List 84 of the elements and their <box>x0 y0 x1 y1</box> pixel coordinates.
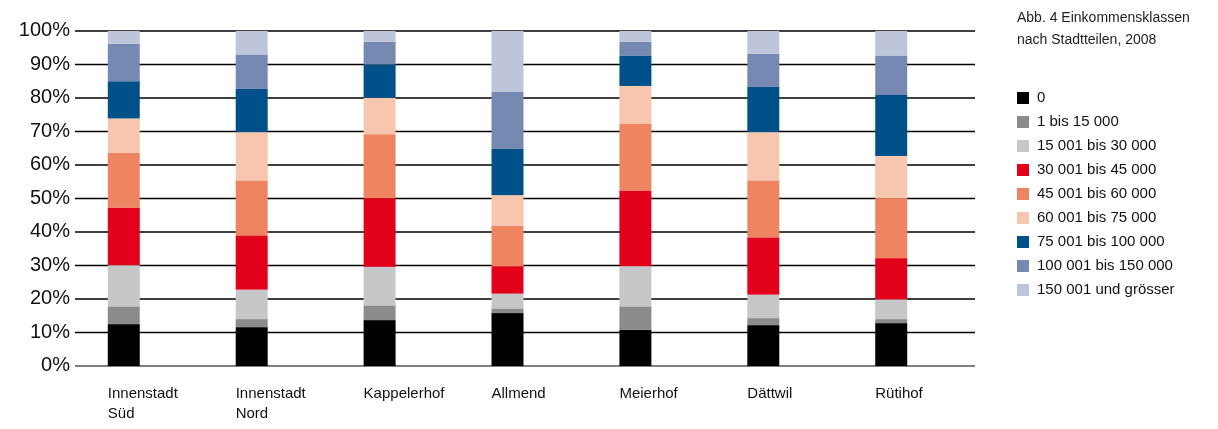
bar <box>747 31 780 54</box>
bar <box>363 64 396 98</box>
bar <box>491 293 524 309</box>
bar <box>107 31 140 44</box>
legend-label: 30 001 bis 45 000 <box>1037 159 1157 177</box>
bar <box>235 54 268 89</box>
x-tick-label: Innenstadt Süd <box>107 384 179 421</box>
bar <box>619 306 652 330</box>
bar <box>491 148 524 196</box>
bar <box>875 94 908 156</box>
x-tick-label: Rütihof <box>875 384 924 401</box>
bar <box>619 31 652 42</box>
y-tick-label: 0% <box>41 353 71 376</box>
bar <box>875 299 908 320</box>
bar <box>491 308 524 314</box>
x-tick-label: Kappelerhof <box>363 384 446 401</box>
legend-label: 45 001 bis 60 000 <box>1037 183 1157 201</box>
bar <box>235 132 268 181</box>
bar <box>747 86 780 133</box>
y-tick-label: 60% <box>29 152 71 175</box>
y-tick-label: 10% <box>29 319 71 342</box>
bar <box>747 294 780 319</box>
bar <box>235 31 268 55</box>
bar <box>235 289 268 320</box>
bar <box>619 85 652 124</box>
bar <box>235 180 268 236</box>
text: Abb. 4 Einkommensklassen nach Stadtteilen, 2008 <box>1017 9 1190 47</box>
bar <box>491 31 524 92</box>
bar <box>747 237 780 295</box>
bar <box>875 55 908 95</box>
bar <box>747 318 780 326</box>
x-tick-label: Meierhof <box>619 384 679 401</box>
bar <box>619 266 652 307</box>
bar <box>107 43 140 82</box>
bar <box>363 31 396 42</box>
bar <box>363 98 396 135</box>
bar <box>875 258 908 300</box>
legend-label: 75 001 bis 100 000 <box>1037 231 1165 249</box>
bar <box>875 319 908 324</box>
bar <box>235 235 268 290</box>
legend-label: 100 001 bis 150 000 <box>1037 255 1173 273</box>
bar <box>875 31 908 56</box>
legend-label: 1 bis 15 000 <box>1037 111 1119 129</box>
bar <box>491 266 524 294</box>
bar <box>875 198 908 259</box>
bar <box>107 81 140 119</box>
y-tick-label: 90% <box>29 51 71 74</box>
bar <box>619 190 652 267</box>
bar <box>235 319 268 328</box>
bar <box>491 195 524 226</box>
bar <box>107 152 140 208</box>
bar <box>363 41 396 65</box>
y-tick-label: 80% <box>29 85 71 108</box>
y-tick-label: 40% <box>29 219 71 242</box>
y-tick-label: 20% <box>29 286 71 309</box>
x-tick-label: Innenstadt Nord <box>235 384 307 421</box>
legend-label: 0 <box>1037 87 1046 105</box>
y-tick-label: 70% <box>29 118 71 141</box>
bar <box>107 118 140 153</box>
bar <box>235 88 268 133</box>
bar <box>363 305 396 321</box>
bar <box>747 132 780 181</box>
bar <box>491 91 524 149</box>
y-tick-label: 100% <box>18 18 71 41</box>
bar <box>107 265 140 307</box>
x-tick-label: Dättwil <box>747 384 793 401</box>
bar <box>363 198 396 267</box>
legend-label: 150 001 und grösser <box>1037 279 1175 297</box>
legend-label: 15 001 bis 30 000 <box>1037 135 1157 153</box>
bar <box>747 180 780 238</box>
bar <box>619 55 652 86</box>
bar <box>107 306 140 325</box>
bar <box>363 134 396 199</box>
bar <box>875 155 908 199</box>
bar <box>107 207 140 266</box>
bar <box>363 266 396 306</box>
bar <box>619 123 652 191</box>
bar <box>619 41 652 56</box>
bar <box>491 225 524 267</box>
y-tick-label: 30% <box>29 252 71 275</box>
y-tick-label: 50% <box>29 185 71 208</box>
legend-label: 60 001 bis 75 000 <box>1037 207 1157 225</box>
bar <box>747 53 780 87</box>
x-tick-label: Allmend <box>491 384 546 401</box>
